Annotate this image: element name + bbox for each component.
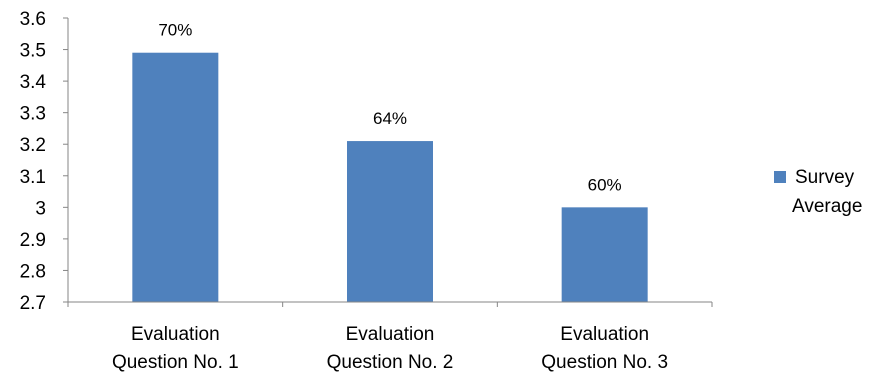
legend-label: Survey bbox=[795, 167, 855, 188]
bar bbox=[132, 52, 219, 302]
y-axis: 3.6 3.5 3.4 3.3 3.2 3.1 3 2.9 2.8 2.7 bbox=[20, 9, 69, 314]
y-tick-label: 3 bbox=[35, 198, 46, 219]
y-tick-label: 2.8 bbox=[20, 261, 46, 282]
legend: Survey Average bbox=[774, 167, 862, 217]
data-label: 60% bbox=[588, 175, 622, 194]
x-category-label: Question No. 3 bbox=[541, 352, 668, 373]
y-tick-label: 3.6 bbox=[20, 9, 46, 30]
y-tick-label: 3.3 bbox=[20, 104, 46, 125]
x-category-label: Question No. 2 bbox=[327, 352, 454, 373]
x-category-label: Evaluation bbox=[131, 324, 220, 345]
legend-label: Average bbox=[792, 196, 862, 217]
bar bbox=[561, 207, 648, 302]
y-tick-label: 3.5 bbox=[20, 41, 46, 62]
x-category-label: Evaluation bbox=[560, 324, 649, 345]
y-tick-label: 2.7 bbox=[20, 293, 46, 314]
bars bbox=[132, 52, 648, 302]
x-category-label: Evaluation bbox=[346, 324, 435, 345]
x-category-label: Question No. 1 bbox=[112, 352, 239, 373]
y-tick-label: 3.1 bbox=[20, 167, 46, 188]
data-label: 64% bbox=[373, 109, 407, 128]
y-tick-label: 2.9 bbox=[20, 230, 46, 251]
y-tick-label: 3.2 bbox=[20, 135, 46, 156]
data-labels: 70% 64% 60% bbox=[158, 21, 621, 195]
data-label: 70% bbox=[158, 21, 192, 40]
bar bbox=[347, 141, 433, 302]
y-tick-label: 3.4 bbox=[20, 72, 47, 93]
legend-swatch bbox=[774, 171, 786, 183]
x-axis: Evaluation Question No. 1 Evaluation Questi… bbox=[67, 301, 713, 373]
